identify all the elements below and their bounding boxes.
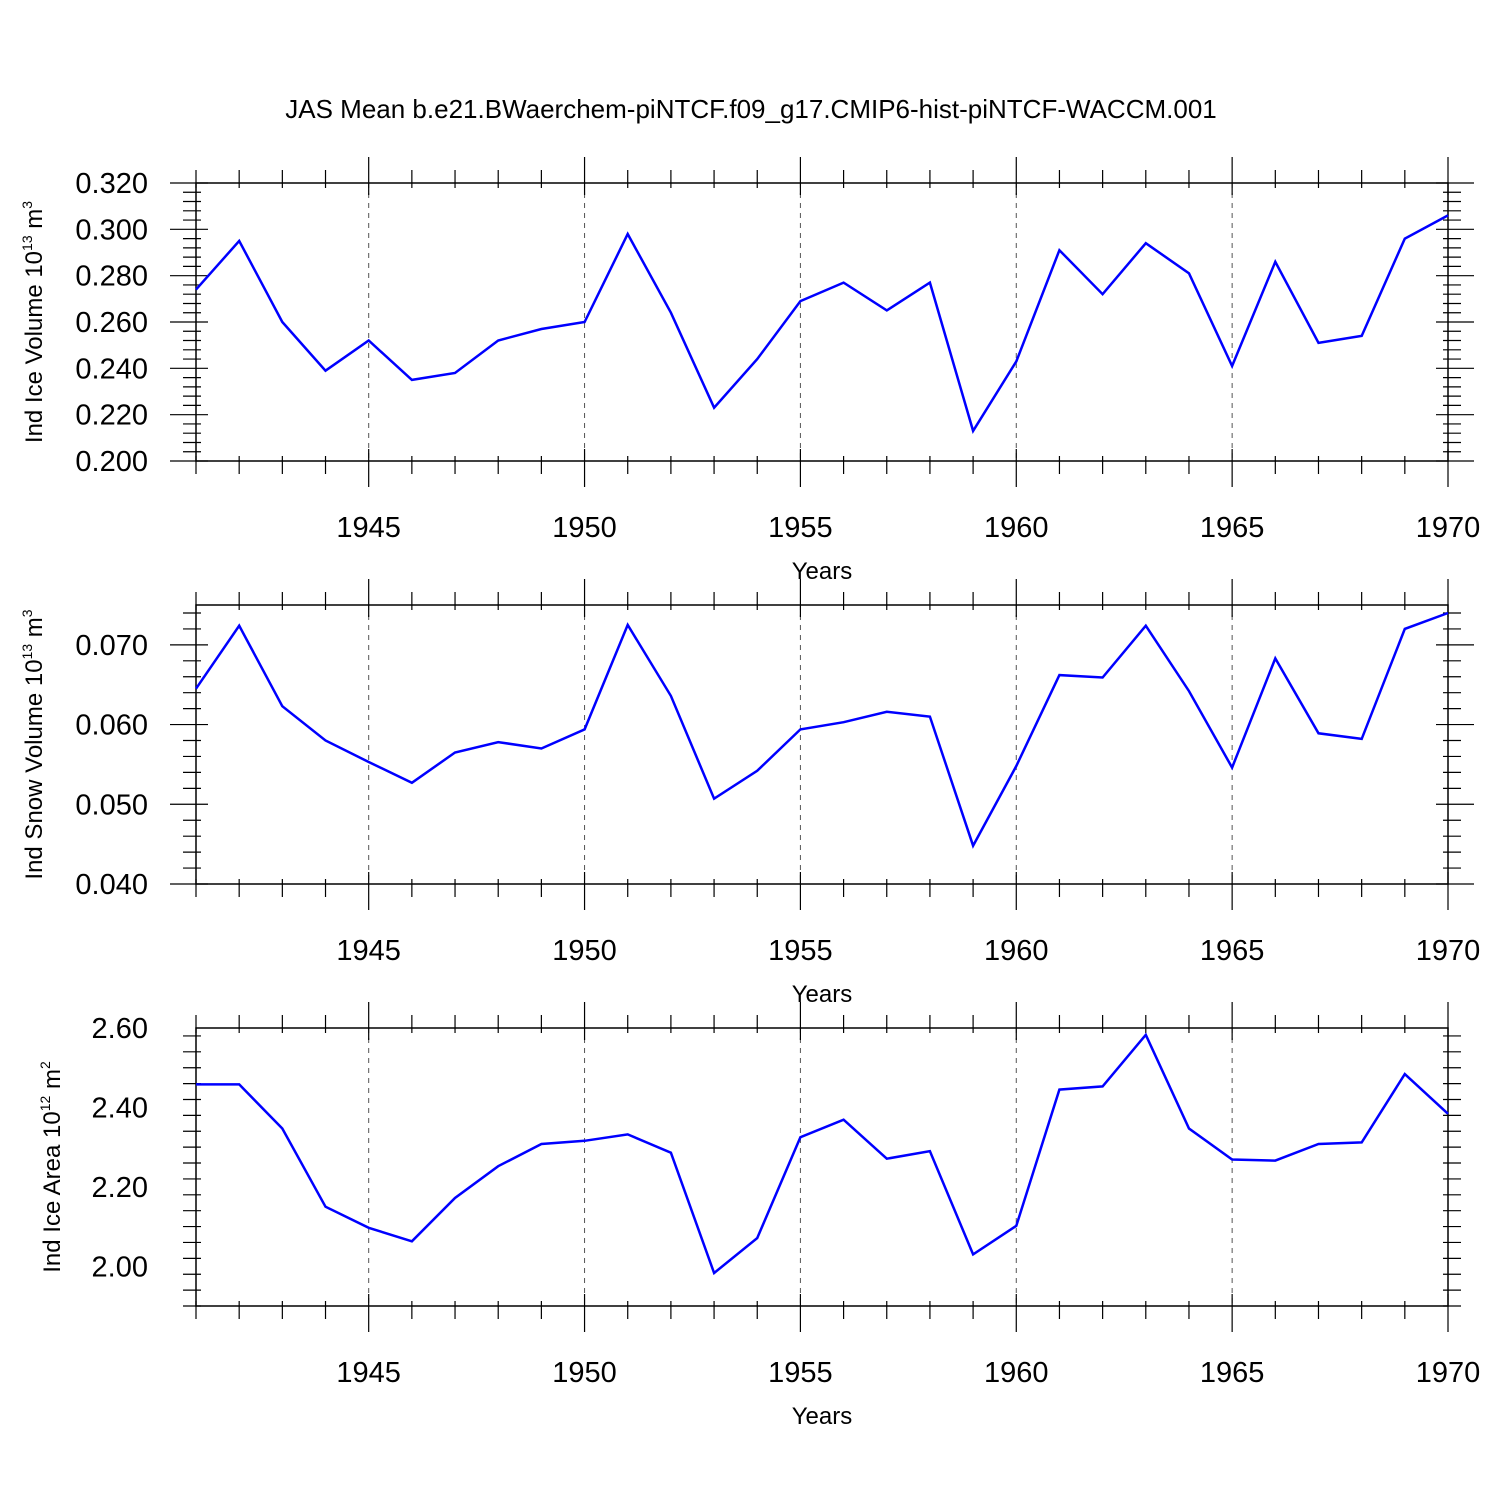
y-axis-label-superscript: 12: [37, 1096, 53, 1112]
y-tick-label: 2.60: [92, 1013, 148, 1045]
x-tick-label: 1960: [984, 512, 1049, 544]
y-axis-label: Ind Ice Area 1012 m2: [37, 1061, 66, 1273]
y-axis-label-text: m: [21, 209, 48, 236]
y-tick-label: 0.280: [75, 261, 148, 293]
x-tick-label: 1955: [768, 512, 833, 544]
y-tick-label: 0.220: [75, 400, 148, 432]
x-tick-label: 1965: [1200, 935, 1265, 967]
x-tick-label: 1960: [984, 935, 1049, 967]
series-line-ice-area: [196, 1032, 1449, 1276]
y-axis-label-superscript: 3: [19, 609, 35, 617]
x-tick-label: 1945: [336, 1357, 401, 1389]
series-line-ice-volume: [195, 214, 1449, 434]
x-tick-label: 1945: [336, 512, 401, 544]
y-tick-label: 0.040: [75, 869, 148, 901]
x-tick-label: 1950: [552, 935, 617, 967]
y-tick-label: 0.070: [75, 630, 148, 662]
x-tick-label: 1965: [1200, 1357, 1265, 1389]
chart-panel-1: 0.200 0.220 0.240 0.260 0.280 0.300 0.320 1945 1…: [19, 157, 1480, 585]
plot-frame: [195, 182, 1449, 462]
x-tick-label: 1965: [1200, 512, 1265, 544]
panels: 0.200 0.220 0.240 0.260 0.280 0.300 0.320 1945 1…: [19, 157, 1480, 1430]
y-tick-label: 0.320: [75, 168, 148, 200]
y-axis-label-text: Ind Ice Volume 10: [21, 251, 48, 443]
plot-frame: [195, 604, 1449, 885]
y-tick-label: 0.200: [75, 446, 148, 478]
y-axis-label-superscript: 13: [19, 235, 35, 251]
y-tick-label: 0.060: [75, 710, 148, 742]
plot-frame: [195, 1027, 1449, 1307]
series-line-snow-volume: [194, 611, 1449, 849]
x-tick-label: 1950: [552, 512, 617, 544]
y-axis-label-text: m: [39, 1069, 66, 1096]
y-axis-label-text: Ind Snow Volume 10: [21, 659, 48, 879]
y-tick-label: 0.050: [75, 789, 148, 821]
x-tick-label: 1970: [1416, 1357, 1481, 1389]
y-axis-label-superscript: 3: [19, 201, 35, 209]
y-axis-label-superscript: 2: [37, 1061, 53, 1069]
y-tick-label: 2.20: [92, 1172, 148, 1204]
x-axis-label: Years: [792, 558, 853, 585]
figure-title: JAS Mean b.e21.BWaerchem-piNTCF.f09_g17.…: [285, 94, 1216, 124]
y-axis-label: Ind Snow Volume 1013 m3: [19, 609, 48, 879]
x-tick-label: 1955: [768, 935, 833, 967]
x-tick-label: 1950: [552, 1357, 617, 1389]
y-axis-label-text: m: [21, 617, 48, 644]
y-axis-label: Ind Ice Volume 1013 m3: [19, 201, 48, 443]
y-tick-label: 0.260: [75, 307, 148, 339]
y-axis-label-superscript: 13: [19, 644, 35, 660]
x-tick-label: 1960: [984, 1357, 1049, 1389]
x-tick-label: 1945: [336, 935, 401, 967]
x-tick-label: 1955: [768, 1357, 833, 1389]
chart-panel-3: 2.00 2.20 2.40 2.60 1945 1950 1955 1960 1965 1970…: [37, 1002, 1480, 1430]
y-tick-label: 0.300: [75, 214, 148, 246]
x-axis-label: Years: [792, 1403, 853, 1430]
y-tick-label: 2.00: [92, 1251, 148, 1283]
y-axis-label-text: Ind Ice Area 10: [39, 1111, 66, 1272]
chart-panel-2: 0.040 0.050 0.060 0.070 1945 1950 1955 1960 1965…: [19, 579, 1480, 1008]
x-tick-label: 1970: [1416, 512, 1481, 544]
y-tick-label: 0.240: [75, 353, 148, 385]
y-tick-label: 2.40: [92, 1092, 148, 1124]
x-tick-label: 1970: [1416, 935, 1481, 967]
x-axis-label: Years: [792, 981, 853, 1008]
